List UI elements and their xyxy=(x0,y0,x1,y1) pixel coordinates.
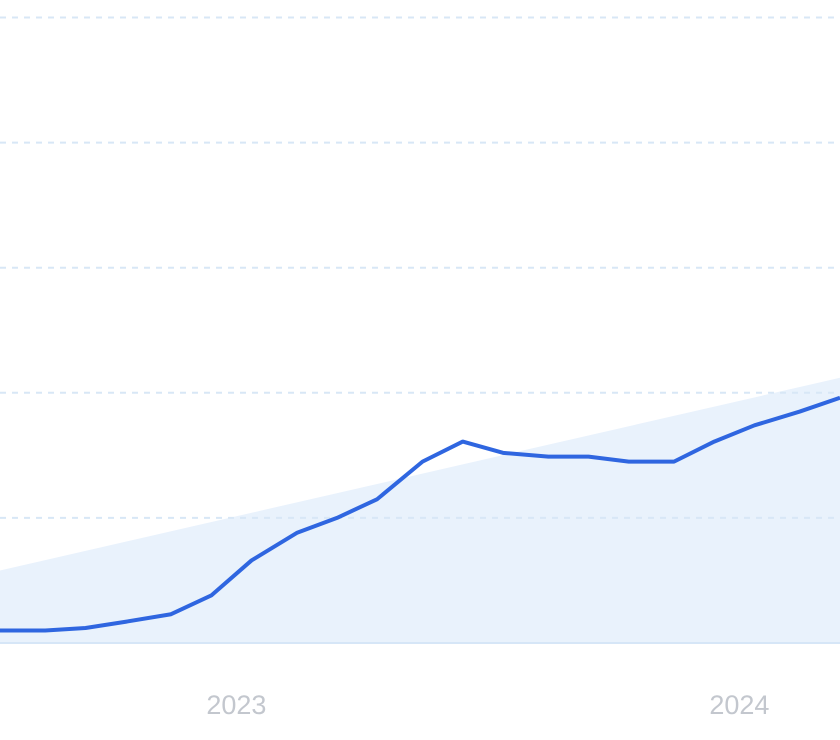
data-line xyxy=(0,395,840,633)
trend-area xyxy=(0,377,840,643)
x-tick-label: 2024 xyxy=(709,690,769,720)
x-tick-label: 2023 xyxy=(206,690,266,720)
